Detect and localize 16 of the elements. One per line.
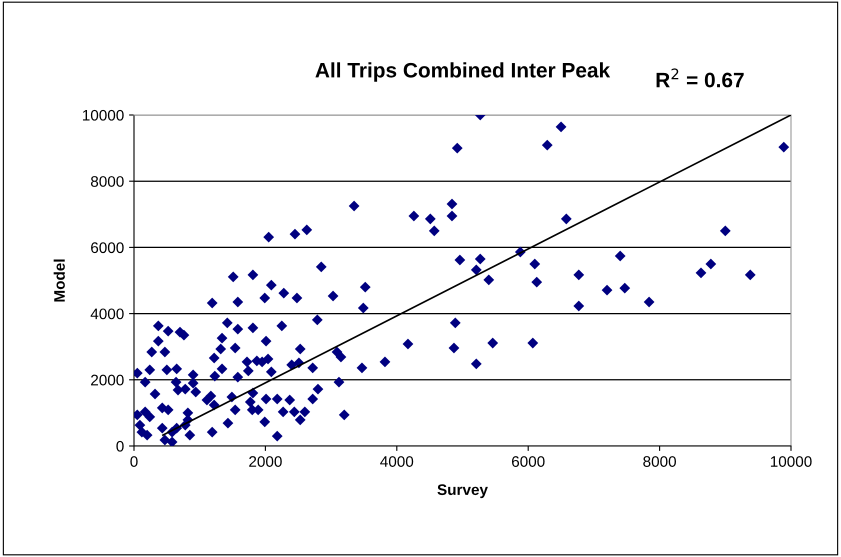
x-tick-label: 8000: [643, 456, 676, 467]
x-tick-label: 4000: [380, 456, 414, 467]
chart-title: All Trips Combined Inter Peak: [315, 62, 610, 82]
y-tick-label: 2000: [91, 374, 124, 386]
x-tick-label: 10000: [770, 456, 812, 467]
y-axis-title: Model: [54, 260, 65, 302]
x-tick-label: 0: [130, 456, 138, 467]
y-tick-label: 10000: [82, 110, 124, 121]
x-tick-label: 6000: [512, 456, 545, 467]
text: R$^{2}$ = 0.67: [656, 68, 744, 88]
y-tick-label: 4000: [90, 308, 124, 320]
y-tick-label: 0: [116, 440, 124, 452]
x-tick-label: 2000: [249, 456, 282, 467]
y-tick-label: 8000: [90, 176, 124, 187]
x-axis-title: Survey: [437, 484, 488, 498]
y-tick-label: 6000: [91, 242, 124, 254]
